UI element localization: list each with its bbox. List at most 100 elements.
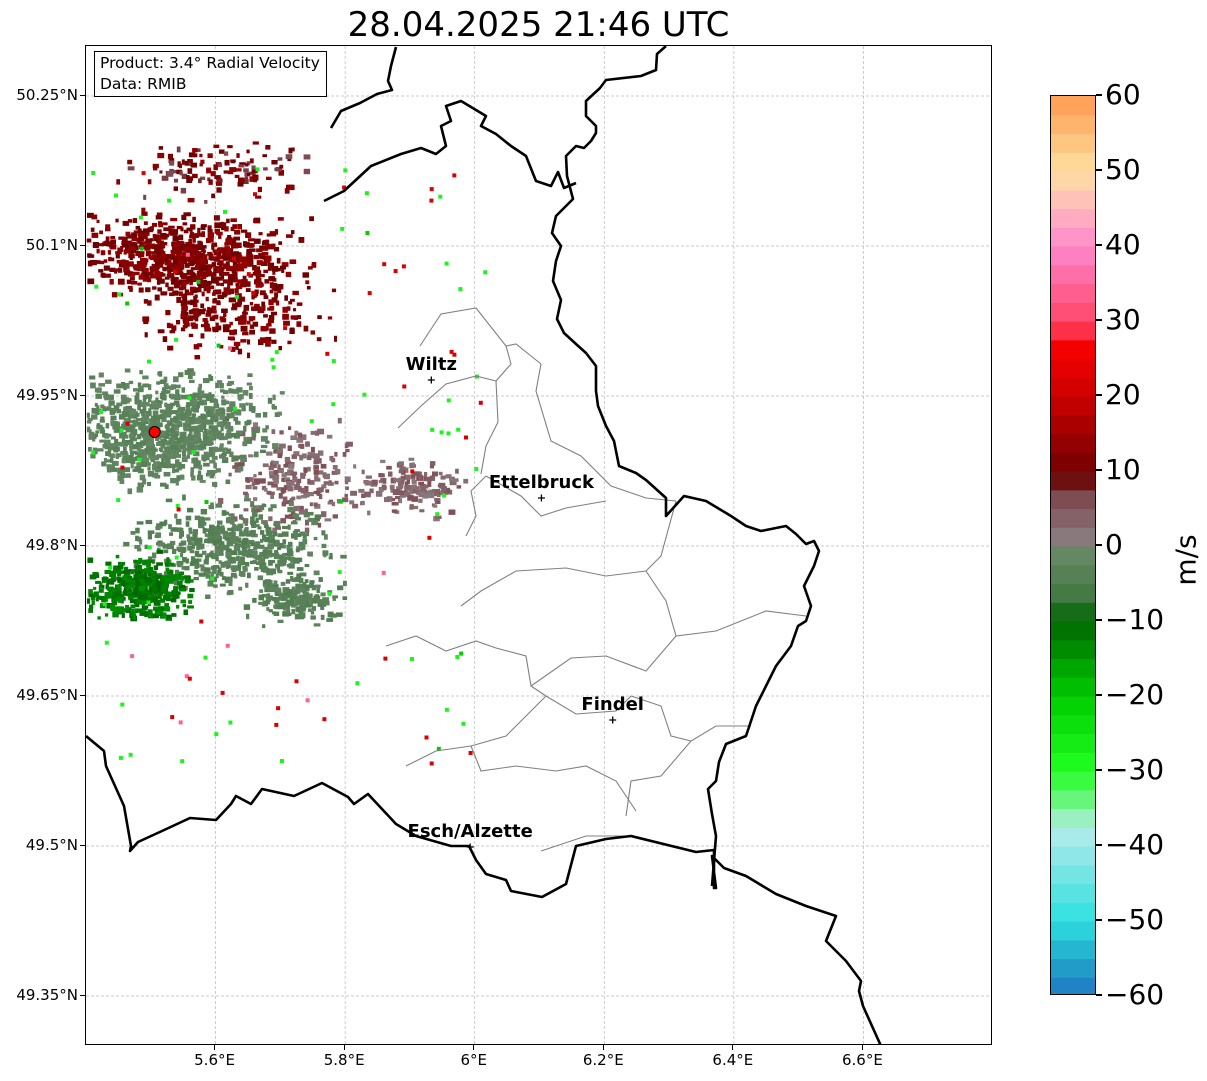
echo-pixel — [268, 299, 274, 306]
echo-pixel — [164, 591, 169, 597]
echo-pixel — [212, 539, 218, 545]
echo-pixel — [343, 168, 348, 173]
echo-pixel — [286, 480, 293, 487]
echo-pixel — [208, 432, 214, 439]
echo-pixel — [219, 543, 225, 548]
echo-pixel — [150, 415, 156, 421]
echo-pixel — [273, 247, 280, 252]
echo-pixel — [160, 391, 165, 396]
echo-pixel — [123, 588, 128, 595]
echo-pixel — [281, 531, 289, 537]
echo-pixel — [292, 475, 297, 481]
product-label: Product: 3.4° Radial Velocity — [100, 54, 320, 72]
echo-pixel — [190, 267, 197, 271]
echo-pixel — [160, 439, 166, 445]
echo-pixel — [188, 600, 193, 604]
echo-pixel — [197, 540, 202, 547]
echo-pixel — [267, 481, 275, 486]
echo-pixel — [382, 478, 387, 484]
echo-pixel — [388, 471, 393, 477]
echo-pixel — [278, 241, 283, 245]
echo-pixel — [116, 421, 120, 427]
echo-pixel — [345, 448, 350, 453]
echo-pixel — [101, 597, 108, 602]
echo-pixel — [136, 433, 142, 440]
echo-pixel — [137, 382, 142, 388]
echo-pixel — [176, 591, 181, 595]
echo-pixel — [303, 467, 308, 474]
echo-pixel — [185, 279, 189, 285]
echo-pixel — [124, 368, 131, 373]
echo-pixel — [382, 485, 387, 490]
echo-pixel — [225, 448, 232, 454]
echo-pixel — [211, 305, 217, 310]
echo-pixel — [143, 269, 149, 274]
echo-pixel — [227, 336, 235, 340]
echo-pixel — [96, 248, 100, 254]
echo-pixel — [124, 249, 131, 254]
echo-pixel — [140, 591, 148, 597]
echo-pixel — [325, 489, 330, 493]
echo-pixel — [283, 464, 291, 468]
echo-pixel — [178, 584, 186, 590]
echo-pixel — [430, 427, 435, 432]
colorbar-band — [1051, 977, 1095, 994]
echo-pixel — [179, 406, 186, 412]
echo-pixel — [432, 471, 438, 477]
colorbar-tick-label: −60 — [1105, 978, 1165, 1011]
echo-pixel — [381, 570, 386, 575]
echo-pixel — [223, 151, 229, 156]
echo-pixel — [135, 225, 141, 230]
echo-pixel — [138, 586, 145, 591]
echo-pixel — [296, 302, 303, 306]
echo-pixel — [225, 324, 231, 328]
echo-pixel — [164, 424, 170, 429]
echo-pixel — [196, 396, 203, 401]
radar-map[interactable]: Wiltz Ettelbruck Findel Esch/Alzette — [85, 45, 992, 1045]
echo-pixel — [269, 568, 276, 575]
echo-pixel — [278, 493, 283, 499]
echo-pixel — [161, 417, 167, 422]
echo-pixel — [253, 192, 257, 197]
colorbar-tick — [1096, 994, 1102, 996]
echo-pixel — [121, 581, 126, 586]
echo-pixel — [118, 588, 122, 593]
echo-pixel — [192, 308, 199, 312]
echo-pixel — [255, 545, 262, 549]
echo-pixel — [189, 279, 193, 286]
echo-pixel — [117, 467, 124, 473]
echo-pixel — [155, 578, 159, 583]
echo-pixel — [206, 273, 214, 277]
echo-pixel — [302, 591, 309, 595]
echo-pixel — [175, 404, 181, 408]
echo-pixel — [93, 591, 99, 597]
echo-pixel — [201, 550, 207, 555]
echo-pixel — [109, 267, 116, 272]
echo-pixel — [272, 596, 278, 602]
echo-pixel — [112, 447, 119, 451]
echo-pixel — [213, 215, 220, 221]
city-label: Wiltz — [406, 354, 457, 375]
echo-pixel — [277, 569, 283, 574]
echo-pixel — [164, 577, 171, 582]
colorbar-band — [1051, 471, 1095, 491]
echo-pixel — [232, 524, 237, 528]
echo-pixel — [105, 379, 112, 384]
echo-pixel — [196, 553, 203, 558]
echo-pixel — [255, 195, 262, 199]
echo-pixel — [257, 186, 262, 193]
echo-pixel — [229, 329, 236, 336]
echo-pixel — [137, 237, 145, 242]
echo-pixel — [137, 482, 145, 488]
echo-pixel — [266, 549, 273, 555]
echo-pixel — [222, 324, 228, 330]
echo-pixel — [135, 451, 142, 456]
echo-pixel — [186, 534, 191, 538]
echo-pixel — [110, 436, 116, 440]
colorbar-band — [1051, 808, 1095, 828]
echo-pixel — [222, 455, 227, 460]
echo-pixel — [177, 257, 181, 263]
echo-pixel — [316, 587, 320, 594]
echo-pixel — [429, 475, 436, 481]
echo-pixel — [230, 516, 238, 522]
